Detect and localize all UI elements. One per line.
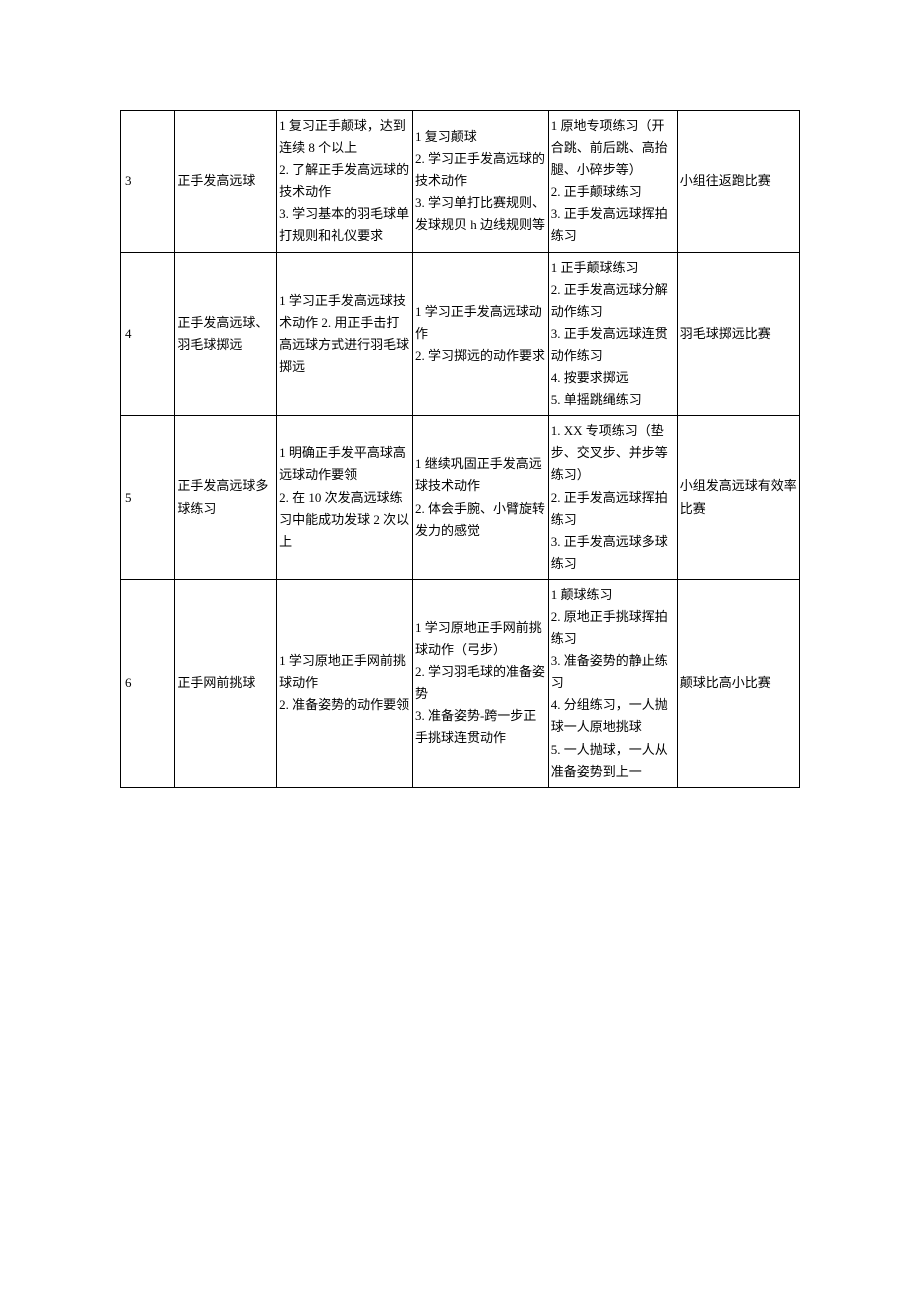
lesson-game: 颠球比高小比赛 — [677, 579, 799, 787]
lesson-topic: 正手发高远球 — [175, 111, 277, 253]
lesson-game: 小组往返跑比赛 — [677, 111, 799, 253]
lesson-content: 1 继续巩固正手发高远球技术动作2. 体会手腕、小臂旋转发力的感觉 — [412, 416, 548, 580]
lesson-objective: 1 学习正手发高远球技术动作 2. 用正手击打高远球方式进行羽毛球掷远 — [277, 252, 413, 416]
lesson-content: 1 学习原地正手网前挑球动作（弓步）2. 学习羽毛球的准备姿势3. 准备姿势-跨… — [412, 579, 548, 787]
lesson-number: 3 — [121, 111, 175, 253]
table-row: 4正手发高远球、羽毛球掷远1 学习正手发高远球技术动作 2. 用正手击打高远球方… — [121, 252, 800, 416]
lesson-practice: 1. XX 专项练习（垫步、交叉步、并步等练习）2. 正手发高远球挥拍练习3. … — [548, 416, 677, 580]
lesson-game: 羽毛球掷远比赛 — [677, 252, 799, 416]
lesson-content: 1 复习颠球2. 学习正手发高远球的技术动作3. 学习单打比赛规则、发球规贝 h… — [412, 111, 548, 253]
lesson-number: 5 — [121, 416, 175, 580]
lesson-objective: 1 复习正手颠球，达到连续 8 个以上2. 了解正手发高远球的技术动作3. 学习… — [277, 111, 413, 253]
lesson-objective: 1 学习原地正手网前挑球动作2. 准备姿势的动作要领 — [277, 579, 413, 787]
table-row: 3正手发高远球1 复习正手颠球，达到连续 8 个以上2. 了解正手发高远球的技术… — [121, 111, 800, 253]
lesson-topic: 正手网前挑球 — [175, 579, 277, 787]
lesson-game: 小组发高远球有效率比赛 — [677, 416, 799, 580]
table-row: 5正手发高远球多球练习1 明确正手发平高球高远球动作要领2. 在 10 次发高远… — [121, 416, 800, 580]
lesson-topic: 正手发高远球多球练习 — [175, 416, 277, 580]
lesson-practice: 1 颠球练习2. 原地正手挑球挥拍练习3. 准备姿势的静止练习4. 分组练习，一… — [548, 579, 677, 787]
lesson-objective: 1 明确正手发平高球高远球动作要领2. 在 10 次发高远球练习中能成功发球 2… — [277, 416, 413, 580]
lesson-practice: 1 原地专项练习（开合跳、前后跳、高抬腿、小碎步等）2. 正手颠球练习3. 正手… — [548, 111, 677, 253]
table-row: 6正手网前挑球1 学习原地正手网前挑球动作2. 准备姿势的动作要领1 学习原地正… — [121, 579, 800, 787]
lesson-number: 6 — [121, 579, 175, 787]
lesson-practice: 1 正手颠球练习2. 正手发高远球分解动作练习3. 正手发高远球连贯动作练习4.… — [548, 252, 677, 416]
lesson-topic: 正手发高远球、羽毛球掷远 — [175, 252, 277, 416]
lesson-number: 4 — [121, 252, 175, 416]
lesson-content: 1 学习正手发高远球动作2. 学习掷远的动作要求 — [412, 252, 548, 416]
lesson-plan-table: 3正手发高远球1 复习正手颠球，达到连续 8 个以上2. 了解正手发高远球的技术… — [120, 110, 800, 788]
